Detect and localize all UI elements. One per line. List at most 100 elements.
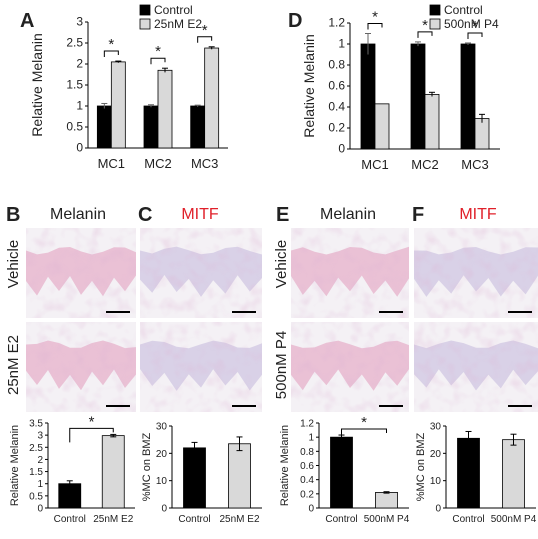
histology-image-mitf-vehicle-e2 bbox=[140, 228, 262, 318]
legend-label: 25nM E2 bbox=[154, 17, 202, 31]
histology-image-mitf-25nM-E2 bbox=[140, 322, 262, 412]
bar-control-mc1 bbox=[360, 43, 376, 150]
stain-texture bbox=[26, 322, 136, 412]
significance-bracket bbox=[367, 23, 383, 30]
y-tick-label: 1 bbox=[308, 433, 314, 444]
row-label-vehicle-right: Vehicle bbox=[273, 240, 290, 288]
bar-control-mc2 bbox=[143, 105, 159, 149]
y-tick-label: 2.5 bbox=[29, 443, 43, 454]
bar-control-mc2 bbox=[410, 43, 426, 150]
category-label: 500nM P4 bbox=[491, 514, 537, 525]
legend-label: Control bbox=[154, 3, 193, 17]
category-label-mc1: MC1 bbox=[98, 156, 125, 171]
y-tick-label: 1.5 bbox=[66, 78, 83, 92]
stain-texture bbox=[291, 228, 409, 318]
header-melanin-left: Melanin bbox=[50, 206, 106, 223]
bar-25nm-e2 bbox=[228, 443, 251, 509]
bar-500nm-p4 bbox=[375, 492, 398, 509]
legend-label: Control bbox=[444, 3, 483, 17]
y-tick-label: 0.4 bbox=[300, 475, 314, 486]
y-tick-label: 0 bbox=[435, 504, 441, 515]
y-tick-label: 3 bbox=[37, 431, 43, 442]
significance-bracket bbox=[69, 427, 114, 443]
chart-panel-e: 0 0.2 0.4 0.6 0.8 1 1.2 Relative Melanin Control… bbox=[279, 414, 410, 525]
significance-star: * bbox=[361, 414, 367, 431]
y-axis-title: Relative Melanin bbox=[9, 425, 21, 506]
row-label-500nm-p4: 500nM P4 bbox=[273, 331, 290, 399]
panel-letter-d: D bbox=[288, 10, 302, 32]
bar-25nm-e2-mc2 bbox=[157, 69, 173, 149]
y-tick-label: 1.5 bbox=[29, 467, 43, 478]
category-label: Control bbox=[178, 514, 210, 525]
y-axis-title: Relative Melanin bbox=[29, 33, 45, 137]
category-label: Control bbox=[452, 514, 484, 525]
bar-25nm-e2-mc1 bbox=[110, 61, 126, 149]
stain-texture bbox=[140, 228, 262, 318]
chart-panel-c: 0 10 20 30%MC on BMZ Control 25nM E2 bbox=[141, 422, 262, 525]
y-tick-label: 1 bbox=[338, 37, 345, 51]
chart-panel-a: 0 0.5 1 1.5 2 2.5 3 Relative Melanin * MC1 * MC2 * MC… bbox=[29, 3, 228, 171]
chart-panel-f: 0 10 20 30%MC on BMZ Control 500nM P4 bbox=[415, 422, 537, 526]
category-label: Control bbox=[54, 514, 86, 525]
bar-control-mc3 bbox=[460, 43, 476, 150]
y-tick-label: 0.8 bbox=[300, 447, 314, 458]
bar-control bbox=[58, 483, 82, 509]
header-mitf-left: MITF bbox=[181, 206, 219, 223]
y-tick-label: 0.6 bbox=[328, 79, 345, 93]
significance-star: * bbox=[155, 43, 161, 60]
bar-500nm-p4-mc2 bbox=[424, 94, 440, 150]
y-tick-label: 2.5 bbox=[66, 36, 83, 50]
panel-letter-f: F bbox=[412, 204, 424, 226]
header-mitf-right: MITF bbox=[459, 206, 497, 223]
significance-bracket bbox=[197, 36, 213, 43]
bar-500nm-p4-mc3 bbox=[474, 118, 490, 150]
y-tick-label: 10 bbox=[430, 476, 442, 487]
panel-letter-e: E bbox=[276, 204, 289, 226]
significance-star: * bbox=[422, 17, 428, 34]
histology-image-mitf-vehicle-p4 bbox=[414, 228, 538, 318]
bar-25nm-e2 bbox=[101, 435, 125, 509]
stain-texture bbox=[26, 228, 136, 318]
y-tick-label: 20 bbox=[430, 449, 442, 460]
histology-image-mitf-500nM-P4 bbox=[414, 322, 538, 412]
y-tick-label: 0.8 bbox=[328, 58, 345, 72]
bar-control-mc1 bbox=[96, 105, 112, 149]
histology-images bbox=[26, 228, 538, 412]
y-tick-label: 0.4 bbox=[328, 100, 345, 114]
row-label-25nm-e2: 25nM E2 bbox=[5, 335, 22, 395]
significance-star: * bbox=[108, 36, 114, 53]
y-tick-label: 3.5 bbox=[29, 419, 43, 430]
category-label: Control bbox=[325, 514, 357, 525]
histology-image-melanin-500nM-P4 bbox=[291, 322, 409, 412]
panel-letter-c: C bbox=[138, 204, 152, 226]
y-tick-label: 0.5 bbox=[29, 491, 43, 502]
bar-500nm-p4-mc1 bbox=[374, 103, 390, 150]
stain-texture bbox=[291, 322, 409, 412]
y-tick-label: 1 bbox=[76, 99, 83, 113]
y-tick-label: 0 bbox=[76, 141, 83, 155]
y-tick-label: 2 bbox=[76, 57, 83, 71]
y-tick-label: 0.2 bbox=[328, 121, 345, 135]
significance-star: * bbox=[89, 413, 95, 430]
y-tick-label: 0.6 bbox=[300, 461, 314, 472]
y-tick-label: 30 bbox=[156, 422, 168, 433]
significance-star: * bbox=[472, 18, 478, 35]
significance-star: * bbox=[372, 9, 378, 26]
y-axis-title: %MC on BMZ bbox=[415, 432, 427, 501]
y-tick-label: 30 bbox=[430, 422, 442, 433]
y-tick-label: 0.2 bbox=[300, 489, 314, 500]
legend-swatch bbox=[139, 18, 151, 30]
category-label-mc3: MC3 bbox=[191, 156, 218, 171]
panel-letter-b: B bbox=[6, 204, 20, 226]
bar-control-mc3 bbox=[190, 105, 206, 149]
category-label: 25nM E2 bbox=[219, 514, 259, 525]
significance-bracket bbox=[103, 50, 119, 58]
y-tick-label: 2 bbox=[37, 455, 43, 466]
legend-swatch bbox=[429, 18, 441, 30]
histology-image-melanin-25nM-E2 bbox=[26, 322, 136, 412]
significance-bracket bbox=[467, 32, 483, 39]
